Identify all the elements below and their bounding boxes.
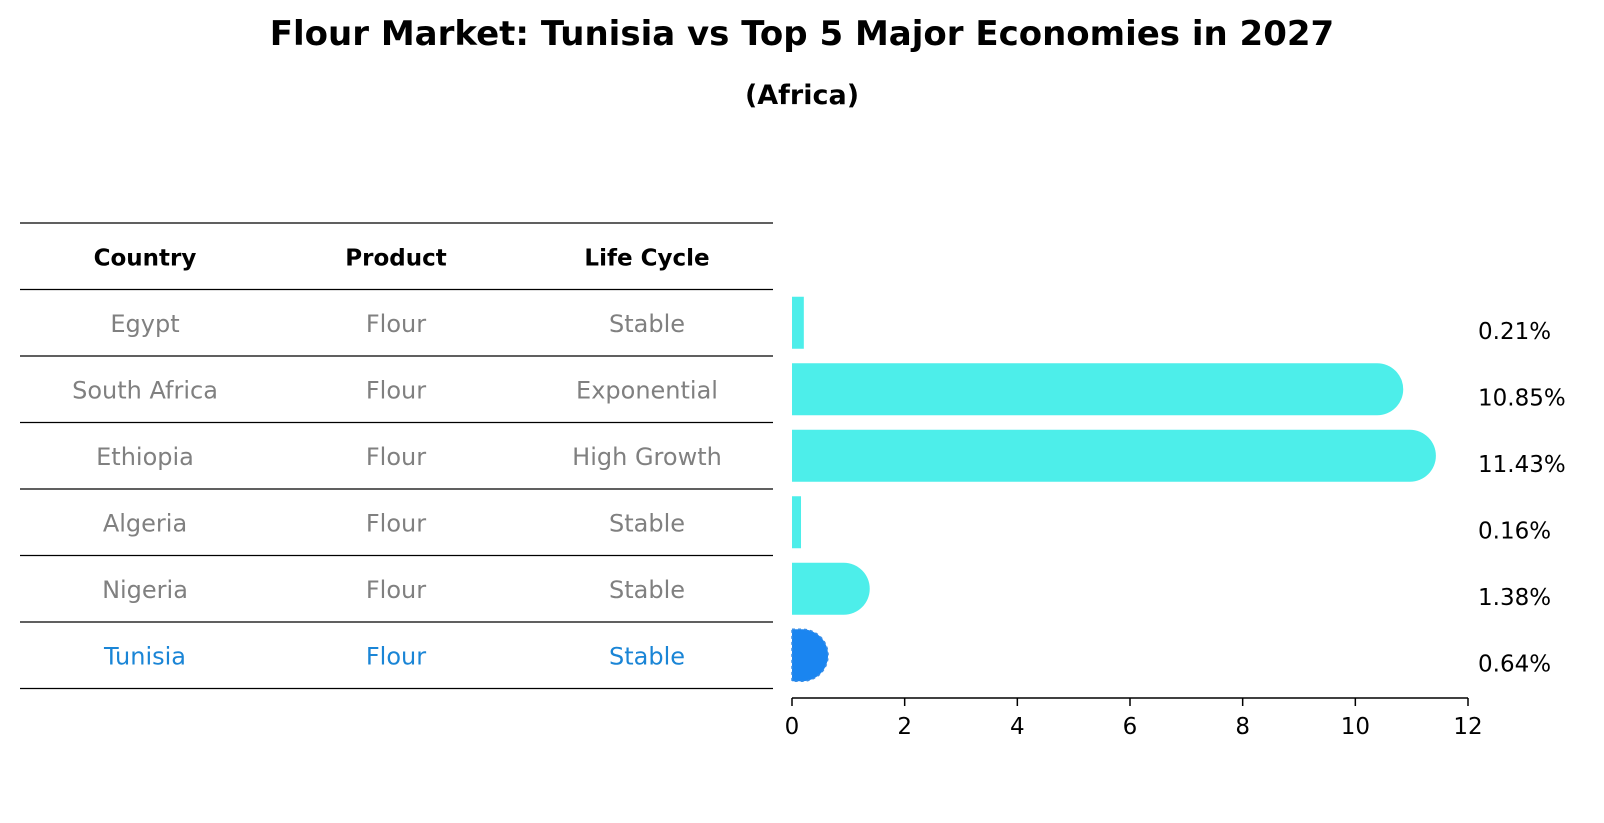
bar-chart: 0.21% 10.85% 11.43% 0.16% 1.38% 0.64% — [791, 296, 1566, 682]
table-cell: Tunisia — [103, 642, 186, 670]
bar-value-label: 0.16% — [1478, 518, 1551, 544]
x-axis: 0 2 4 6 8 10 12 — [785, 697, 1483, 740]
table-cell: Stable — [609, 576, 685, 604]
x-tick-label: 10 — [1341, 714, 1370, 740]
table-cell: Flour — [366, 509, 426, 537]
table-cell: Algeria — [103, 509, 187, 537]
table-header: Life Cycle — [584, 245, 709, 271]
table-cell: Flour — [366, 642, 426, 670]
bar-nigeria — [792, 562, 870, 615]
table-cell: Stable — [609, 642, 685, 670]
table-cell: Ethiopia — [96, 443, 194, 471]
country-table: Country Product Life Cycle Egypt Flour Stable… — [20, 222, 773, 690]
table-cell: Flour — [366, 310, 426, 338]
table-cell: Stable — [609, 310, 685, 338]
bar-egypt — [792, 296, 804, 349]
table-cell: Flour — [366, 443, 426, 471]
table-cell: Flour — [366, 376, 426, 404]
table-cell: Stable — [609, 509, 685, 537]
chart-subtitle: (Africa) — [744, 80, 860, 111]
table-cell: Exponential — [576, 376, 718, 404]
table-cell: Nigeria — [102, 576, 188, 604]
bar-value-label: 0.21% — [1478, 319, 1551, 345]
bar-value-label: 10.85% — [1478, 385, 1566, 411]
bar-ethiopia — [792, 429, 1436, 482]
table-cell: High Growth — [572, 443, 722, 471]
table-cell: South Africa — [72, 376, 218, 404]
x-tick-label: 6 — [1123, 714, 1138, 740]
table-cell: Egypt — [110, 310, 179, 338]
x-tick-label: 4 — [1010, 714, 1025, 740]
bar-value-label: 0.64% — [1478, 651, 1551, 677]
bar-tunisia — [791, 628, 829, 682]
x-tick-label: 8 — [1235, 714, 1250, 740]
table-header: Product — [345, 245, 446, 271]
x-tick-label: 12 — [1453, 714, 1482, 740]
bar-value-label: 11.43% — [1478, 452, 1566, 478]
bar-south-africa — [792, 363, 1404, 416]
bar-value-label: 1.38% — [1478, 585, 1551, 611]
bar-algeria — [792, 496, 802, 549]
table-header: Country — [94, 245, 197, 271]
chart-title: Flour Market: Tunisia vs Top 5 Major Eco… — [269, 14, 1335, 54]
x-tick-label: 0 — [785, 714, 800, 740]
x-tick-label: 2 — [897, 714, 912, 740]
table-cell: Flour — [366, 576, 426, 604]
